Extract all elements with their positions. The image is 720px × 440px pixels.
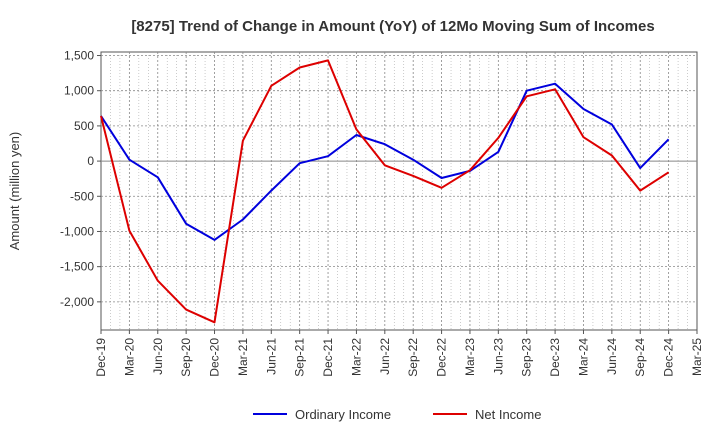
- x-tick-label: Mar-20: [122, 338, 136, 376]
- x-tick-label: Sep-20: [179, 338, 193, 377]
- x-tick-label: Dec-21: [321, 338, 335, 377]
- x-tick-label: Dec-22: [435, 338, 449, 377]
- x-tick-label: Sep-22: [406, 338, 420, 377]
- x-tick-label: Dec-20: [208, 338, 222, 377]
- x-tick-label: Sep-24: [633, 338, 647, 377]
- plot-area: [100, 51, 698, 331]
- y-tick-label: -1,000: [60, 224, 94, 238]
- chart-title: [8275] Trend of Change in Amount (YoY) o…: [131, 18, 654, 35]
- x-tick-label: Sep-21: [293, 338, 307, 377]
- x-tick-label: Jun-24: [605, 338, 619, 375]
- x-tick-label: Dec-23: [548, 338, 562, 377]
- x-tick-label: Dec-24: [662, 338, 676, 377]
- legend-label-ordinary-income: Ordinary Income: [295, 407, 391, 422]
- plot-frame: [100, 51, 698, 331]
- x-tick-label: Mar-23: [463, 338, 477, 376]
- y-axis: -2,000 -1,500 -1,000 -500 0 500 1,000 1,500: [60, 49, 101, 309]
- y-tick-label: 0: [87, 154, 94, 168]
- series-lines: [100, 59, 670, 324]
- series-line-net-income: [100, 59, 670, 324]
- y-tick-label: 1,000: [64, 84, 94, 98]
- legend-label-net-income: Net Income: [475, 407, 541, 422]
- x-tick-label: Jun-21: [264, 338, 278, 375]
- x-tick-label: Dec-19: [94, 338, 108, 377]
- grid: [101, 52, 697, 330]
- y-tick-label: 1,500: [64, 49, 94, 63]
- x-tick-label: Jun-23: [491, 338, 505, 375]
- y-tick-label: -500: [70, 189, 94, 203]
- x-tick-label: Sep-23: [520, 338, 534, 377]
- x-axis: Dec-19 Mar-20 Jun-20 Sep-20 Dec-20 Mar-21 Jun-…: [94, 330, 704, 377]
- x-tick-label: Mar-25: [690, 338, 704, 376]
- x-tick-label: Jun-20: [151, 338, 165, 375]
- x-tick-label: Mar-22: [349, 338, 363, 376]
- y-tick-label: -1,500: [60, 260, 94, 274]
- x-tick-label: Mar-21: [236, 338, 250, 376]
- y-axis-label: Amount (million yen): [7, 132, 22, 251]
- series-line-ordinary-income: [100, 82, 670, 241]
- y-tick-label: -2,000: [60, 295, 94, 309]
- x-tick-label: Mar-24: [576, 338, 590, 376]
- legend: Ordinary Income Net Income: [253, 407, 541, 422]
- x-tick-label: Jun-22: [378, 338, 392, 375]
- y-tick-label: 500: [74, 119, 94, 133]
